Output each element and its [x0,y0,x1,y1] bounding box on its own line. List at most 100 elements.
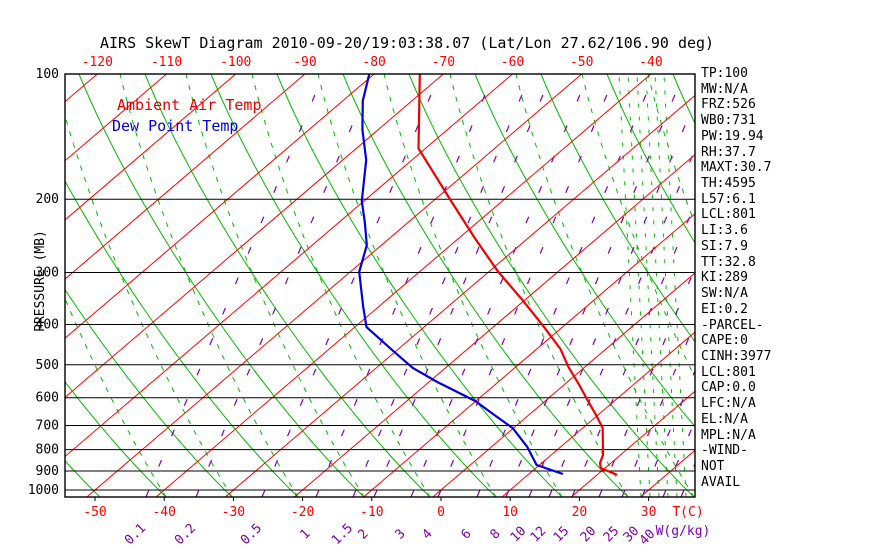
mixing-ratio-label: 10 [508,524,530,546]
info-line: KI:289 [701,270,748,286]
mixing-ratio-line [437,74,617,497]
legend-dew-point-temp: Dew Point Temp [112,117,239,135]
top-axis-label: -90 [293,55,316,70]
mixing-ratio-line [315,74,495,497]
info-line: LI:3.6 [701,223,748,239]
top-axis-label: -80 [362,55,385,70]
dewpoint-profile-line [358,74,564,476]
bottom-axis-label: 20 [572,505,588,520]
pressure-axis-label: 900 [36,464,59,479]
dry-adiabat-lines [65,74,695,497]
bottom-axis-ticks [94,497,650,501]
dry-adiabat [65,380,167,497]
mixing-ratio-label: 3 [392,526,408,542]
grid-layer [65,74,870,497]
info-line: FRZ:526 [701,97,756,113]
info-line: TP:100 [701,66,748,81]
isotherm-line [65,74,513,458]
saturation-line [618,74,642,497]
info-line: LCL:801 [701,207,756,223]
isotherm-line [432,272,695,497]
pressure-axis-label: 100 [36,67,59,82]
moist-adiabat [65,113,233,497]
info-line: TH:4595 [701,176,756,192]
moist-adiabat [317,74,497,497]
pressure-axis-label: 600 [36,391,59,406]
saturation-line [663,74,687,497]
moist-adiabat [251,74,431,497]
mixing-ratio-label: 0.1 [122,521,149,548]
isotherm-line [65,74,237,221]
info-line: MPL:N/A [701,427,756,443]
info-line: -WIND- [701,443,748,459]
mixing-ratio-label: 25 [601,524,623,546]
dry-adiabat [606,74,695,244]
mixing-ratio-line [373,74,553,497]
bottom-axis-label: 10 [502,505,518,520]
moist-adiabat [383,74,563,497]
info-line: NOT [701,458,725,474]
info-line: TT:32.8 [701,254,756,270]
mixing-ratio-label: 15 [551,524,573,546]
info-line: MW:N/A [701,81,748,97]
bottom-axis-label: -10 [360,505,383,520]
mixing-ratio-label: 20 [578,524,600,546]
bottom-axis-label: 0 [437,505,445,520]
pressure-axis-label: 500 [36,358,59,373]
mixing-ratio-label: 0.5 [238,521,265,548]
isotherm-line [363,213,695,497]
pressure-gridlines [65,74,695,491]
top-axis-label: -50 [570,55,593,70]
isotherm-line [570,390,695,497]
isotherm-line [294,153,695,497]
legend-ambient-air-temp: Ambient Air Temp [117,96,262,114]
info-line: PW:19.94 [701,128,764,144]
dry-adiabat [276,74,563,497]
pressure-axis-label: 700 [36,419,59,434]
info-line: CAP:0.0 [701,380,756,396]
mixing-ratio-label: 12 [528,524,550,546]
saturation-line [627,74,651,497]
moist-adiabat [515,74,695,497]
mixing-ratio-label: 0.2 [172,521,199,548]
moist-adiabat [65,297,167,497]
top-axis-label: -40 [639,55,662,70]
bottom-axis-label: 30 [641,505,657,520]
plot-frame [64,73,696,498]
info-line: SW:N/A [701,286,748,302]
info-line: MAXT:30.7 [701,160,772,176]
dry-adiabat [342,74,629,497]
moist-adiabat [846,74,870,497]
dry-adiabat [474,74,695,428]
bottom-axis-label: -20 [291,505,314,520]
saturation-line [636,74,660,497]
info-line: EI:0.2 [701,301,748,317]
temp-axis-title: T(C) [672,505,703,520]
info-line: CAPE:0 [701,333,748,349]
info-line: LCL:801 [701,364,756,380]
dry-adiabat [408,74,695,497]
mixing-ratio-label: 6 [458,526,474,542]
info-line: -PARCEL- [701,317,764,333]
pressure-axis-label: 200 [36,192,59,207]
dry-adiabat [78,74,365,497]
dry-adiabat [65,288,233,497]
mixing-ratio-line [261,74,441,497]
mixing-ratio-label: 1.5 [329,521,356,548]
mixing-ratio-label: 4 [419,526,435,542]
dry-adiabat [540,74,695,343]
info-line: SI:7.9 [701,238,748,254]
isotherm-line [86,74,583,497]
mixing-ratio-line [195,74,375,497]
dry-adiabat [210,74,497,497]
info-line: LFC:N/A [701,396,756,412]
moist-adiabat [780,74,870,497]
pressure-axis-label: 400 [36,317,59,332]
isotherm-line [65,74,306,280]
saturation-line [645,74,669,497]
info-line: WB0:731 [701,113,756,129]
info-line: L57:6.1 [701,191,756,207]
isotherm-line [65,74,167,162]
